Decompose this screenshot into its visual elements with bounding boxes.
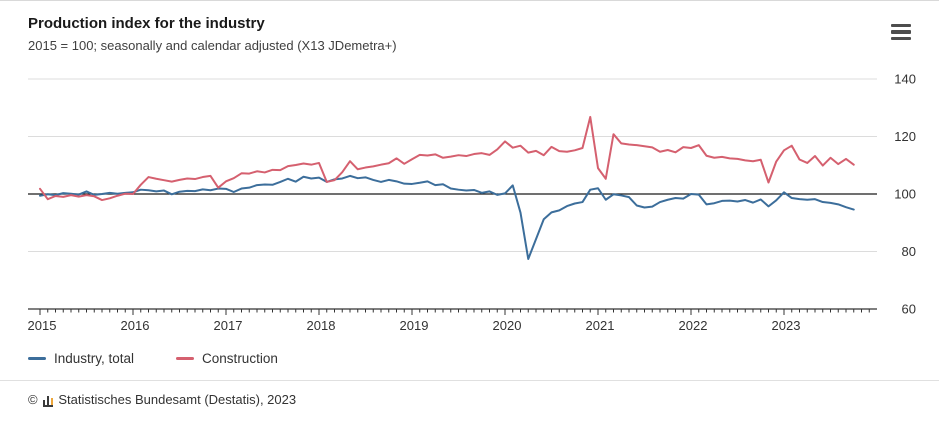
chart-canvas[interactable]: 2015 2016 2017 2018 2019 2020 2021 2022 2023 140 1…: [0, 59, 939, 349]
chart-area: 2015 2016 2017 2018 2019 2020 2021 2022 2023 140 1…: [0, 59, 939, 349]
legend-label: Construction: [202, 351, 278, 366]
x-axis-tick-label: 2023: [772, 318, 801, 333]
x-axis-tick-label: 2018: [307, 318, 336, 333]
page-subtitle: 2015 = 100; seasonally and calendar adju…: [28, 37, 397, 53]
legend-label: Industry, total: [54, 351, 135, 366]
industry-line-swatch: [28, 357, 46, 360]
hamburger-menu-icon[interactable]: [889, 21, 913, 43]
menu-bar: [891, 36, 911, 40]
x-axis-tick-label: 2022: [679, 318, 708, 333]
x-axis-tick-label: 2021: [586, 318, 615, 333]
x-axis-tick-label: 2015: [28, 318, 57, 333]
legend-item-construction[interactable]: Construction: [176, 351, 278, 366]
y-axis-tick-label: 140: [894, 72, 916, 87]
y-axis-tick-label: 60: [902, 302, 916, 317]
series-line-construction[interactable]: [39, 115, 855, 202]
destatis-bar-chart-logo-icon: [42, 393, 54, 407]
x-axis-tick-label: 2020: [493, 318, 522, 333]
menu-bar: [891, 30, 911, 34]
x-axis-tick-label: 2019: [400, 318, 429, 333]
series-line-industry-total[interactable]: [39, 174, 855, 260]
y-axis-tick-label: 120: [894, 129, 916, 144]
legend-item-industry-total[interactable]: Industry, total: [28, 351, 134, 366]
source-attribution: © Statistisches Bundesamt (Destatis), 20…: [28, 392, 911, 407]
y-axis-tick-label: 100: [894, 187, 916, 202]
chart-legend: Industry, total Construction: [28, 351, 278, 366]
y-axis-tick-label: 80: [902, 244, 916, 259]
source-text: Statistisches Bundesamt (Destatis), 2023: [58, 392, 297, 407]
page-title: Production index for the industry: [28, 15, 265, 32]
copyright-symbol: ©: [28, 392, 38, 407]
x-axis-tick-label: 2017: [214, 318, 243, 333]
footer-divider: [0, 380, 939, 381]
construction-line-swatch: [176, 357, 195, 360]
x-axis-tick-label: 2016: [121, 318, 150, 333]
chart-header: Production index for the industry 2015 =…: [28, 15, 879, 55]
menu-bar: [891, 24, 911, 28]
